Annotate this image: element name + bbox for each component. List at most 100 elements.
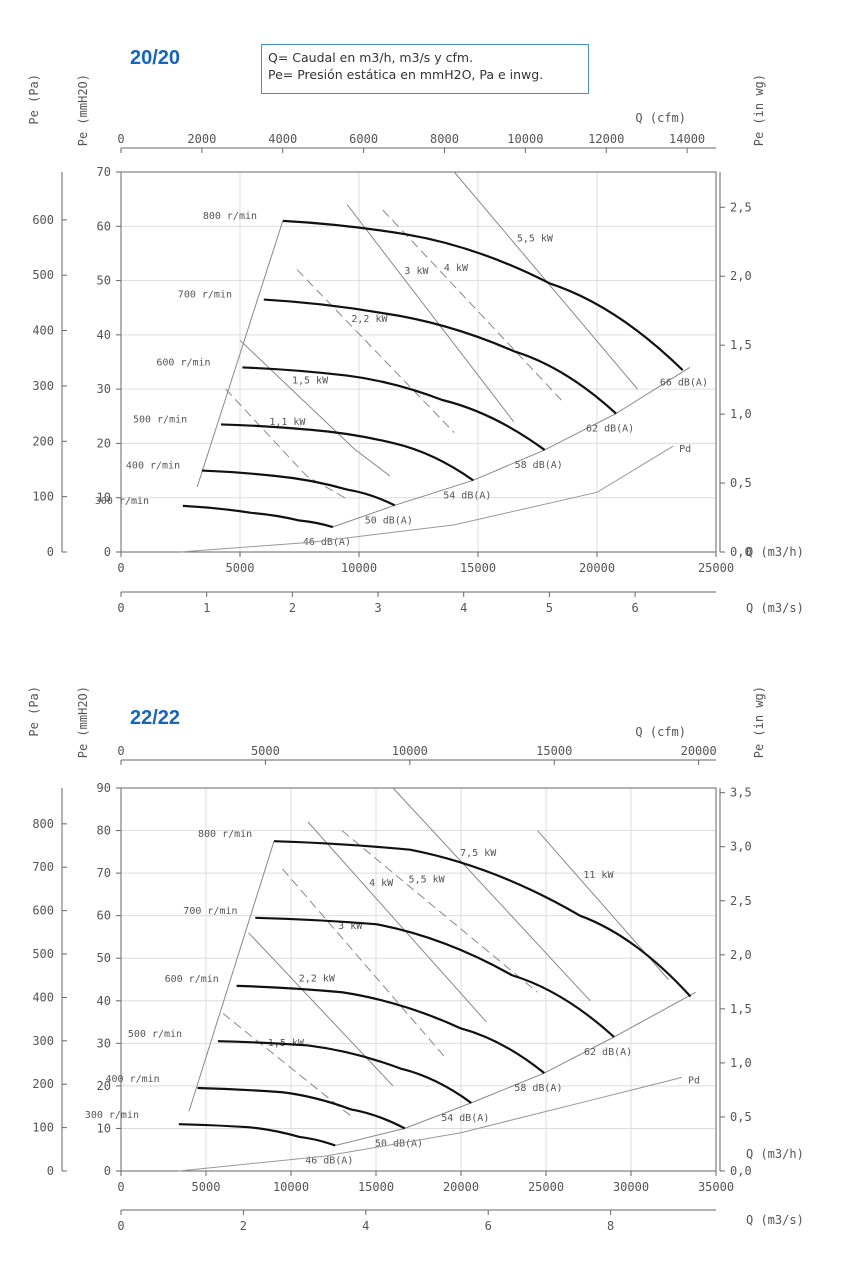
tick-label-inwg: 0,0 bbox=[730, 1164, 752, 1178]
tick-label-pa: 800 bbox=[32, 817, 54, 831]
tick-label-cfm: 10000 bbox=[507, 132, 543, 146]
axis-label-cfm: Q (cfm) bbox=[635, 725, 686, 739]
power-line bbox=[282, 868, 445, 1057]
tick-label-m3s: 6 bbox=[485, 1219, 492, 1233]
tick-label-mmh2o: 50 bbox=[97, 274, 111, 288]
axis-label-pa: Pe (Pa) bbox=[27, 686, 41, 737]
speed-curve bbox=[217, 1040, 472, 1104]
power-line bbox=[225, 388, 350, 501]
plot-frame bbox=[120, 171, 717, 553]
tick-label-pa: 100 bbox=[32, 490, 54, 504]
power-label: 7,5 kW bbox=[460, 848, 497, 859]
power-label: 3 kW bbox=[338, 921, 363, 932]
chart-title: 20/20 bbox=[130, 47, 180, 69]
tick-label-cfm: 12000 bbox=[588, 132, 624, 146]
tick-label-inwg: 0,0 bbox=[730, 545, 752, 559]
tick-label-cfm: 8000 bbox=[430, 132, 459, 146]
pd-label: Pd bbox=[679, 444, 691, 455]
tick-label-pa: 200 bbox=[32, 434, 54, 448]
power-label: 2,2 kW bbox=[351, 314, 388, 325]
tick-label-mmh2o: 60 bbox=[97, 909, 111, 923]
tick-label-mmh2o: 20 bbox=[97, 436, 111, 450]
speed-curve bbox=[282, 219, 684, 371]
power-label: 1,1 kW bbox=[269, 417, 306, 428]
noise-label: 46 dB(A) bbox=[305, 1155, 353, 1166]
tick-label-cfm: 15000 bbox=[536, 744, 572, 758]
axis-label-mmh2o: Pe (mmH2O) bbox=[76, 74, 90, 146]
tick-label-mmh2o: 30 bbox=[97, 1036, 111, 1050]
power-line bbox=[296, 269, 455, 433]
tick-label-cfm: 0 bbox=[117, 132, 124, 146]
tick-label-mmh2o: 90 bbox=[97, 781, 111, 795]
tick-label-mmh2o: 20 bbox=[97, 1079, 111, 1093]
tick-label-pa: 500 bbox=[32, 947, 54, 961]
speed-curve bbox=[178, 1123, 336, 1147]
tick-label-cfm: 0 bbox=[117, 744, 124, 758]
tick-label-pa: 300 bbox=[32, 1034, 54, 1048]
power-label: 5,5 kW bbox=[517, 233, 554, 244]
tick-label-pa: 500 bbox=[32, 268, 54, 282]
tick-label-cfm: 2000 bbox=[187, 132, 216, 146]
power-label: 2,2 kW bbox=[299, 974, 336, 985]
power-label: 3 kW bbox=[404, 266, 429, 277]
tick-label-inwg: 3,5 bbox=[730, 786, 752, 800]
tick-label-pa: 0 bbox=[47, 1164, 54, 1178]
tick-label-mmh2o: 10 bbox=[97, 1121, 111, 1135]
tick-label-m3h: 20000 bbox=[579, 561, 615, 575]
axis-label-mmh2o: Pe (mmH2O) bbox=[76, 686, 90, 758]
power-line bbox=[341, 830, 538, 993]
tick-label-pa: 700 bbox=[32, 860, 54, 874]
noise-label: 58 dB(A) bbox=[515, 460, 563, 471]
tick-label-m3h: 20000 bbox=[443, 1180, 479, 1194]
speed-curve bbox=[197, 1086, 406, 1130]
noise-label: 46 dB(A) bbox=[303, 537, 351, 548]
tick-label-mmh2o: 10 bbox=[97, 491, 111, 505]
tick-label-m3h: 25000 bbox=[698, 561, 734, 575]
tick-label-inwg: 1,0 bbox=[730, 1056, 752, 1070]
tick-label-m3h: 0 bbox=[117, 1180, 124, 1194]
noise-label: 66 dB(A) bbox=[660, 377, 708, 388]
noise-label: 62 dB(A) bbox=[586, 424, 634, 435]
tick-label-inwg: 2,0 bbox=[730, 948, 752, 962]
chart-22-22: 22/2201020304050607080900100200300400500… bbox=[27, 686, 804, 1233]
power-label: 4 kW bbox=[369, 878, 394, 889]
power-label: 4 kW bbox=[444, 263, 469, 274]
tick-label-m3s: 2 bbox=[289, 601, 296, 615]
noise-label: 62 dB(A) bbox=[584, 1047, 632, 1058]
chart-title: 22/22 bbox=[130, 707, 180, 729]
power-label: 5,5 kW bbox=[409, 874, 446, 885]
tick-label-pa: 400 bbox=[32, 324, 54, 338]
tick-label-mmh2o: 40 bbox=[97, 994, 111, 1008]
speed-label: 700 r/min bbox=[183, 906, 237, 917]
noise-label: 50 dB(A) bbox=[375, 1138, 423, 1149]
tick-label-inwg: 2,0 bbox=[730, 269, 752, 283]
tick-label-m3h: 10000 bbox=[273, 1180, 309, 1194]
tick-label-pa: 600 bbox=[32, 213, 54, 227]
axis-label-m3s: Q (m3/s) bbox=[746, 1213, 804, 1227]
speed-curve bbox=[263, 298, 617, 415]
tick-label-mmh2o: 70 bbox=[97, 165, 111, 179]
tick-label-pa: 100 bbox=[32, 1121, 54, 1135]
power-line bbox=[392, 787, 591, 1002]
tick-label-mmh2o: 40 bbox=[97, 328, 111, 342]
tick-label-m3s: 0 bbox=[117, 601, 124, 615]
legend-line-flow: Q= Caudal en m3/h, m3/s y cfm. bbox=[268, 50, 474, 65]
speed-curve bbox=[182, 504, 334, 529]
tick-label-m3h: 15000 bbox=[460, 561, 496, 575]
tick-label-pa: 300 bbox=[32, 379, 54, 393]
tick-label-mmh2o: 60 bbox=[97, 219, 111, 233]
tick-label-mmh2o: 0 bbox=[104, 545, 111, 559]
plot-frame bbox=[120, 787, 717, 1172]
tick-label-inwg: 2,5 bbox=[730, 200, 752, 214]
tick-label-m3s: 1 bbox=[203, 601, 210, 615]
tick-label-pa: 400 bbox=[32, 990, 54, 1004]
tick-label-mmh2o: 0 bbox=[104, 1164, 111, 1178]
tick-label-pa: 0 bbox=[47, 545, 54, 559]
speed-label: 400 r/min bbox=[126, 461, 180, 472]
chart-20-20: 20/2001020304050607001002003004005006000… bbox=[27, 47, 804, 615]
speed-curve bbox=[255, 916, 615, 1038]
speed-curve bbox=[220, 423, 474, 482]
axis-label-m3s: Q (m3/s) bbox=[746, 601, 804, 615]
tick-label-m3h: 10000 bbox=[341, 561, 377, 575]
axis-label-m3h: Q (m3/h) bbox=[746, 545, 804, 559]
